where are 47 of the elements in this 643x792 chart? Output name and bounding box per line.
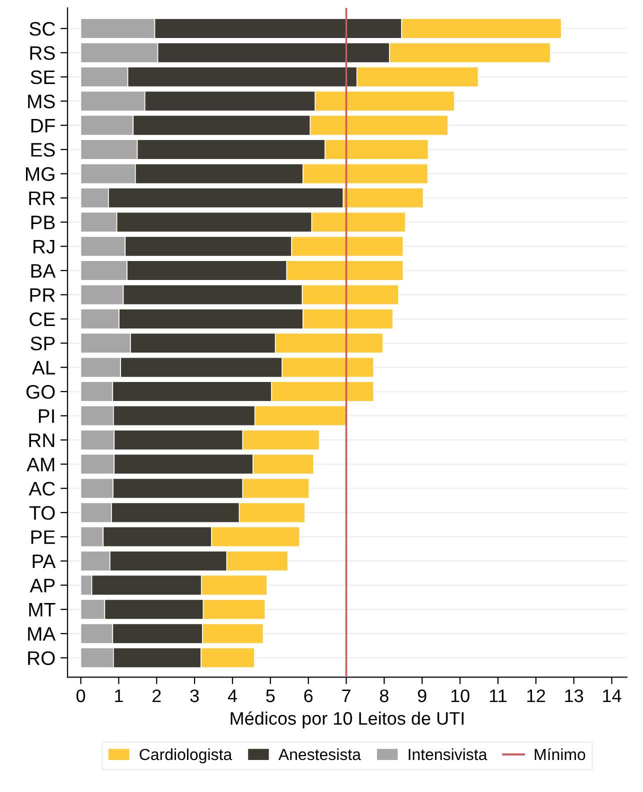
y-tick-label: AL	[32, 361, 56, 374]
y-tick-label: PR	[30, 288, 55, 302]
y-tick-label: BA	[31, 264, 56, 278]
legend-label: Cardiologista	[140, 748, 232, 764]
y-tick-label: MA	[28, 627, 56, 641]
y-tick-label: DF	[31, 118, 55, 132]
x-tick-label: 14	[603, 690, 622, 702]
y-tick-label: CE	[30, 312, 55, 326]
legend-label: Intensivista	[408, 748, 488, 760]
y-tick-label: SE	[30, 70, 55, 84]
y-tick-label: PE	[31, 530, 55, 544]
y-tick-label: PA	[32, 554, 56, 568]
x-axis-title: Médicos por 10 Leitos de UTI	[230, 711, 464, 728]
legend-label: Mínimo	[534, 748, 586, 760]
y-tick-label: RS	[30, 46, 55, 60]
y-tick-label: TO	[29, 506, 55, 520]
y-tick-label: RJ	[34, 240, 54, 254]
x-tick-label: 7	[342, 690, 350, 702]
x-tick-label: 0	[76, 689, 86, 702]
x-tick-label: 13	[565, 689, 584, 702]
x-tick-label: 10	[451, 689, 470, 702]
legend-label: Anestesista	[278, 748, 361, 760]
y-tick-label: SP	[30, 336, 55, 350]
x-tick-label: 9	[418, 689, 426, 702]
y-tick-label: AP	[30, 578, 55, 592]
y-tick-label: MG	[26, 167, 54, 181]
x-tick-label: 6	[304, 689, 313, 702]
x-tick-label: 1	[115, 690, 123, 702]
y-tick-label: RN	[29, 434, 54, 448]
y-tick-label: MS	[28, 94, 55, 108]
x-tick-label: 12	[527, 689, 546, 702]
y-tick-label: AC	[28, 482, 55, 496]
y-tick-label: SC	[30, 22, 55, 36]
y-tick-label: RR	[29, 192, 55, 205]
y-tick-label: AM	[26, 458, 54, 472]
x-tick-label: 3	[190, 689, 199, 702]
y-tick-label: MT	[29, 603, 56, 616]
y-tick-label: ES	[31, 142, 55, 157]
y-tick-label: GO	[26, 385, 55, 399]
y-tick-label: RO	[28, 651, 55, 666]
x-tick-label: 2	[152, 689, 161, 702]
x-tick-label: 8	[380, 689, 388, 702]
x-tick-label: 4	[228, 690, 237, 702]
x-tick-label: 5	[266, 690, 275, 702]
x-tick-label: 11	[490, 690, 506, 702]
y-tick-label: PI	[38, 409, 54, 423]
y-tick-label: PB	[31, 216, 55, 230]
